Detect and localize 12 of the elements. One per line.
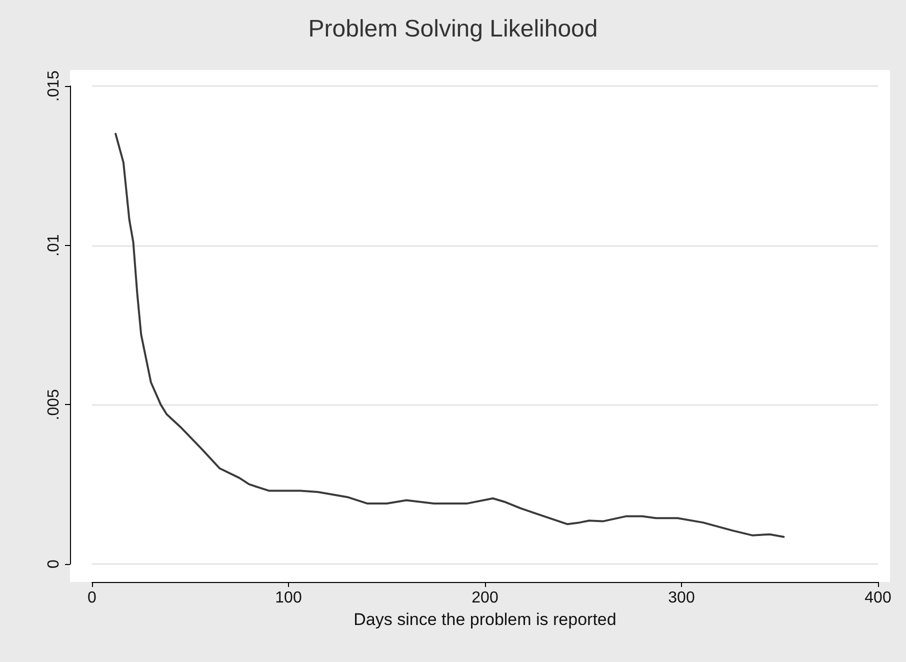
chart-title: Problem Solving Likelihood [308, 16, 598, 42]
x-tick-label: 200 [472, 590, 498, 606]
x-tick-label: 0 [88, 590, 97, 606]
y-tick-label: 0 [46, 559, 62, 568]
x-tick-label: 400 [864, 590, 892, 606]
y-tick-label: .005 [46, 388, 62, 420]
y-tick-label: .01 [46, 234, 62, 256]
x-axis-title: Days since the problem is reported [354, 610, 616, 629]
line-series [114, 132, 785, 538]
x-tick-label: 100 [275, 590, 302, 606]
y-tick-label: .015 [46, 70, 62, 102]
x-tick-label: 300 [668, 590, 695, 606]
